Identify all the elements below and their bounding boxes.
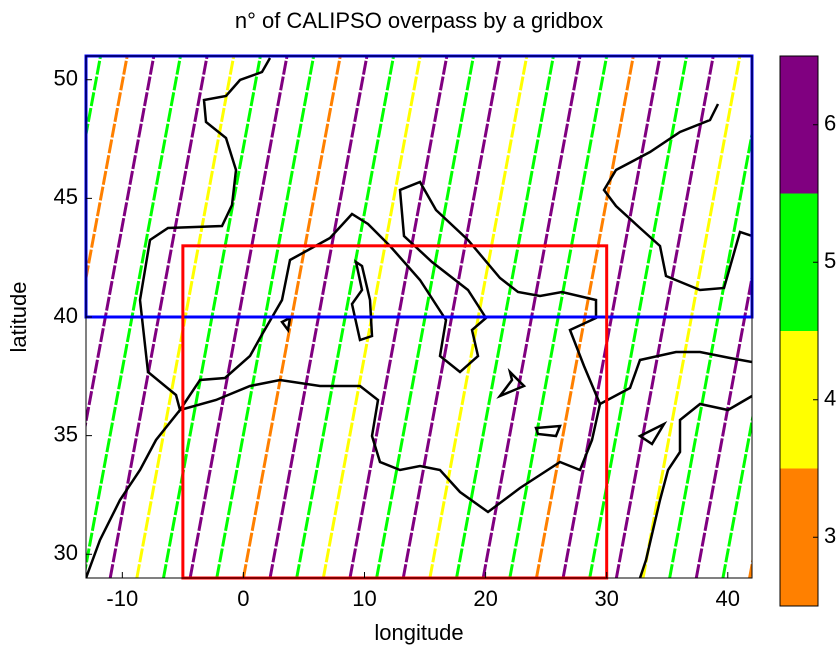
colorbar-tick-label: 4: [824, 386, 836, 411]
y-tick-label: 30: [54, 540, 78, 565]
colorbar-segment: [780, 193, 818, 331]
colorbar-segment: [780, 56, 818, 194]
x-axis-label: longitude: [374, 620, 463, 645]
y-tick-label: 40: [54, 303, 78, 328]
colorbar-tick-label: 6: [824, 111, 836, 136]
colorbar-tick-label: 5: [824, 248, 836, 273]
y-axis-label: latitude: [6, 282, 31, 353]
colorbar-segment: [780, 468, 818, 606]
x-tick-label: 30: [594, 586, 618, 611]
coastline-path: [86, 57, 752, 578]
x-tick-label: 20: [473, 586, 497, 611]
axes: -10 0 10 20 30 40 30 35 40 45 50: [54, 66, 741, 611]
y-tick-label: 45: [54, 184, 78, 209]
x-tick-label: 40: [716, 586, 740, 611]
overpass-track: [721, 413, 752, 578]
y-tick-label: 50: [54, 66, 78, 91]
x-tick-label: -10: [106, 586, 138, 611]
coastline: [86, 57, 752, 578]
overpass-track: [86, 56, 129, 287]
regions: [84, 54, 754, 580]
x-tick-label: 10: [352, 586, 376, 611]
colorbar-frame: [779, 55, 819, 607]
y-tick-label: 35: [54, 421, 78, 446]
colorbar-segment: [780, 331, 818, 469]
colorbar-tick-label: 3: [824, 523, 836, 548]
x-tick-label: 0: [237, 586, 249, 611]
chart-title: n° of CALIPSO overpass by a gridbox: [235, 8, 603, 33]
colorbar: 3 4 5 6: [779, 55, 836, 607]
